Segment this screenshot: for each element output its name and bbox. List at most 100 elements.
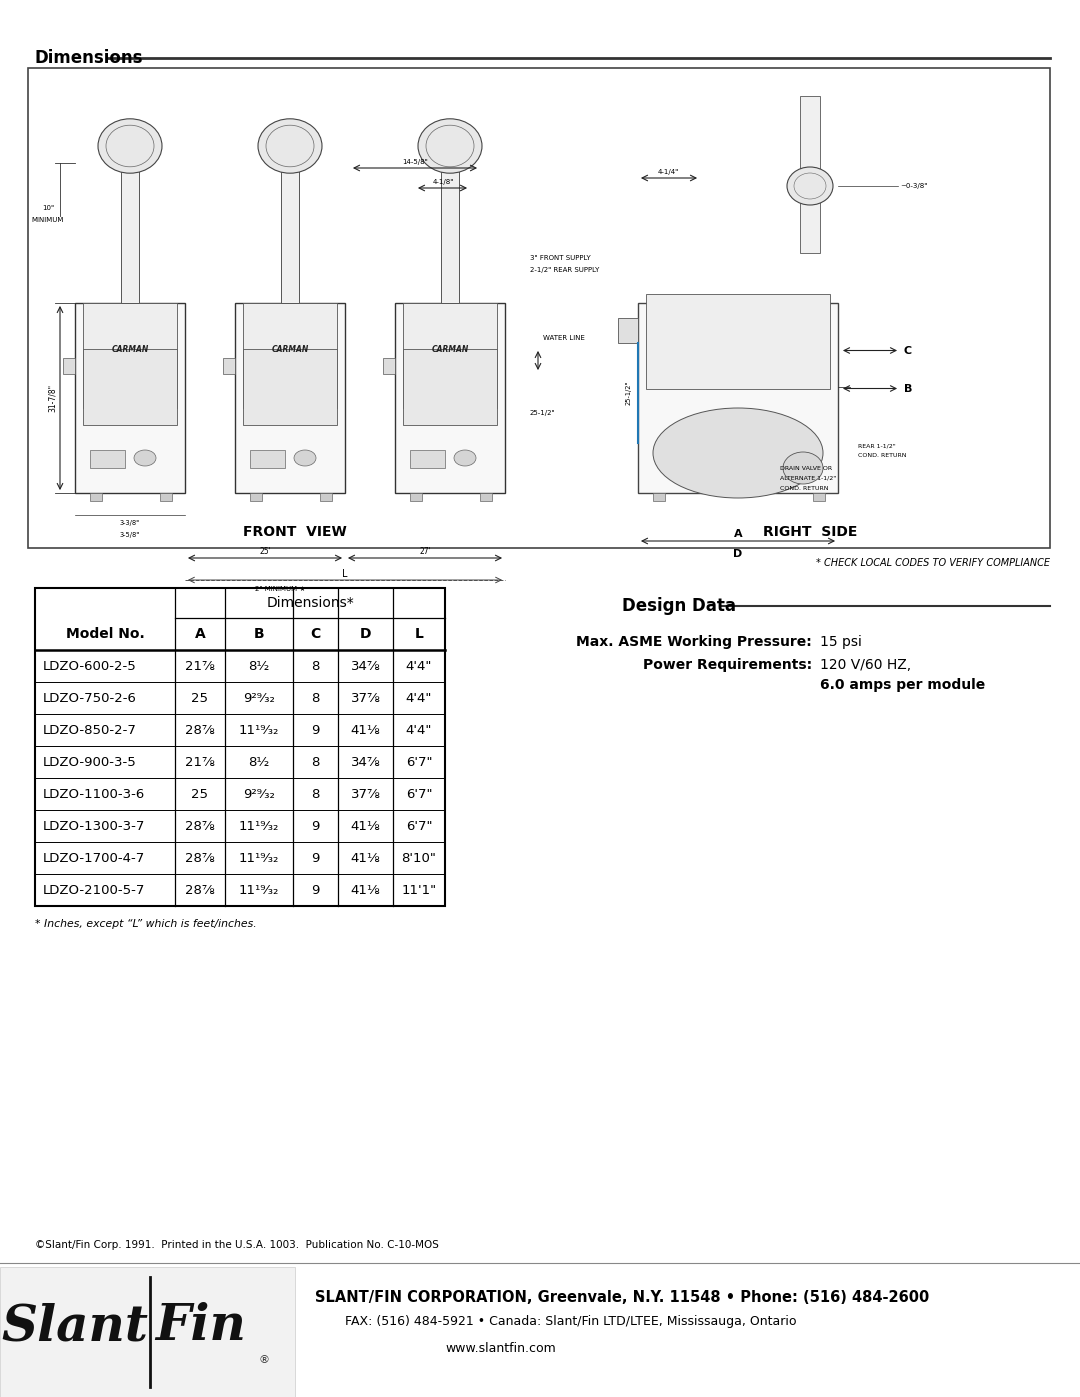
Bar: [249, 493, 262, 502]
Text: 28⅞: 28⅞: [185, 852, 215, 865]
Bar: [83, 349, 177, 425]
Text: 34⅞: 34⅞: [351, 659, 380, 672]
Text: 28⅞: 28⅞: [185, 724, 215, 736]
Text: 4'4": 4'4": [406, 724, 432, 736]
Text: LDZO-850-2-7: LDZO-850-2-7: [43, 724, 137, 736]
Text: 3" FRONT SUPPLY: 3" FRONT SUPPLY: [530, 256, 591, 261]
Bar: [235, 303, 345, 493]
Text: C: C: [310, 627, 321, 641]
Text: COND. RETURN: COND. RETURN: [858, 453, 906, 458]
Text: 37⅞: 37⅞: [351, 788, 380, 800]
Text: D: D: [360, 627, 372, 641]
Text: 27': 27': [419, 546, 431, 556]
Bar: [243, 349, 337, 425]
Bar: [90, 493, 102, 502]
Text: Dimensions*: Dimensions*: [266, 597, 354, 610]
Text: COND. RETURN: COND. RETURN: [780, 486, 828, 490]
Text: 25': 25': [259, 546, 271, 556]
Text: LDZO-2100-5-7: LDZO-2100-5-7: [43, 883, 146, 897]
Text: 6'7": 6'7": [406, 788, 432, 800]
Text: LDZO-1700-4-7: LDZO-1700-4-7: [43, 852, 145, 865]
Text: 21⅞: 21⅞: [185, 659, 215, 672]
Text: 4'4": 4'4": [406, 692, 432, 704]
Text: 2-1/2" REAR SUPPLY: 2-1/2" REAR SUPPLY: [530, 267, 599, 272]
Text: 9: 9: [311, 724, 320, 736]
Text: L: L: [415, 627, 423, 641]
Text: ALTERNATE 1-1/2": ALTERNATE 1-1/2": [780, 475, 836, 481]
Bar: [281, 163, 299, 303]
Text: 8: 8: [311, 756, 320, 768]
Text: L: L: [342, 569, 348, 578]
Text: 8½: 8½: [248, 756, 270, 768]
Text: * CHECK LOCAL CODES TO VERIFY COMPLIANCE: * CHECK LOCAL CODES TO VERIFY COMPLIANCE: [816, 557, 1050, 569]
Text: 4'4": 4'4": [406, 659, 432, 672]
Bar: [383, 358, 395, 374]
Text: B: B: [904, 384, 913, 394]
Ellipse shape: [783, 453, 823, 483]
Text: 34⅞: 34⅞: [351, 756, 380, 768]
Bar: [646, 293, 831, 388]
Text: 3-5/8": 3-5/8": [120, 532, 140, 538]
Text: 8'10": 8'10": [402, 852, 436, 865]
Text: 10": 10": [42, 205, 54, 211]
Text: 25: 25: [191, 692, 208, 704]
Text: Design Data: Design Data: [622, 597, 735, 615]
Text: 25: 25: [191, 788, 208, 800]
Text: 120 V/60 HZ,: 120 V/60 HZ,: [820, 658, 912, 672]
Text: 25-1/2": 25-1/2": [626, 381, 632, 405]
Text: Fin: Fin: [156, 1302, 246, 1351]
Text: 25-1/2": 25-1/2": [530, 409, 555, 416]
Text: 11¹⁹⁄₃₂: 11¹⁹⁄₃₂: [239, 820, 280, 833]
Text: MINIMUM: MINIMUM: [31, 217, 64, 224]
Bar: [410, 450, 445, 468]
Text: 9: 9: [311, 852, 320, 865]
Text: A: A: [194, 627, 205, 641]
Text: 4-1/4": 4-1/4": [658, 169, 678, 175]
Text: C: C: [904, 345, 913, 355]
Bar: [75, 303, 185, 493]
Text: Dimensions: Dimensions: [35, 49, 144, 67]
Text: REAR 1-1/2": REAR 1-1/2": [858, 443, 895, 448]
Text: 14-5/8": 14-5/8": [402, 159, 428, 165]
Text: 21⅞: 21⅞: [185, 756, 215, 768]
Bar: [160, 493, 172, 502]
Text: SLANT/FIN CORPORATION, Greenvale, N.Y. 11548 • Phone: (516) 484-2600: SLANT/FIN CORPORATION, Greenvale, N.Y. 1…: [315, 1289, 929, 1305]
Text: 28⅞: 28⅞: [185, 820, 215, 833]
Text: www.slantfin.com: www.slantfin.com: [445, 1343, 556, 1355]
Text: RIGHT  SIDE: RIGHT SIDE: [762, 525, 858, 539]
Text: LDZO-750-2-6: LDZO-750-2-6: [43, 692, 137, 704]
Text: 9: 9: [311, 883, 320, 897]
Text: 2" MINIMUM ★: 2" MINIMUM ★: [255, 585, 306, 592]
Text: Max. ASME Working Pressure:: Max. ASME Working Pressure:: [577, 636, 812, 650]
Text: 11¹⁹⁄₃₂: 11¹⁹⁄₃₂: [239, 852, 280, 865]
Ellipse shape: [258, 119, 322, 173]
Text: 3-3/8": 3-3/8": [120, 520, 140, 527]
Text: 4-1/8": 4-1/8": [432, 179, 454, 184]
Ellipse shape: [653, 408, 823, 497]
Bar: [249, 450, 285, 468]
Bar: [480, 493, 492, 502]
Bar: [0, 1267, 295, 1397]
Bar: [410, 493, 422, 502]
Text: 28⅞: 28⅞: [185, 883, 215, 897]
Text: B: B: [254, 627, 265, 641]
Text: 41⅛: 41⅛: [351, 883, 380, 897]
Text: 11¹⁹⁄₃₂: 11¹⁹⁄₃₂: [239, 883, 280, 897]
Bar: [28, 68, 1050, 548]
Bar: [243, 303, 337, 408]
Bar: [90, 450, 125, 468]
Text: CARMAN: CARMAN: [431, 345, 469, 355]
Text: LDZO-1100-3-6: LDZO-1100-3-6: [43, 788, 145, 800]
Ellipse shape: [294, 450, 316, 467]
Text: A: A: [733, 529, 742, 539]
Text: 15 psi: 15 psi: [820, 636, 862, 650]
Bar: [800, 96, 820, 253]
Text: 8: 8: [311, 788, 320, 800]
Text: WATER LINE: WATER LINE: [543, 335, 585, 341]
Text: Slant: Slant: [1, 1302, 148, 1351]
Text: 41⅛: 41⅛: [351, 820, 380, 833]
Text: 11'1": 11'1": [402, 883, 436, 897]
Ellipse shape: [454, 450, 476, 467]
Ellipse shape: [787, 168, 833, 205]
Ellipse shape: [98, 119, 162, 173]
